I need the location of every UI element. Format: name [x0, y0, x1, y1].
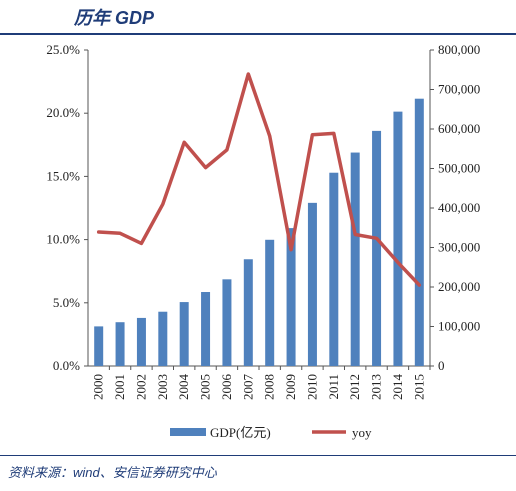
- right-tick-label: 300,000: [438, 240, 480, 255]
- right-tick-label: 0: [438, 358, 445, 373]
- gdp-bar: [372, 130, 382, 366]
- gdp-bar: [243, 259, 253, 366]
- gdp-bar: [286, 228, 296, 366]
- right-tick-label: 800,000: [438, 42, 480, 57]
- x-tick-label: 2006: [219, 374, 234, 401]
- source-note: 资料来源：wind、安信证券研究中心: [8, 465, 217, 480]
- yoy-point: [311, 134, 313, 136]
- gdp-bar: [265, 239, 275, 366]
- legend-gdp-label: GDP(亿元): [210, 425, 271, 440]
- yoy-point: [397, 261, 399, 263]
- legend-gdp-swatch: [170, 428, 206, 436]
- x-tick-label: 2012: [347, 374, 362, 400]
- left-tick-label: 15.0%: [46, 168, 80, 183]
- x-tick-label: 2014: [390, 374, 405, 401]
- x-tick-label: 2011: [326, 374, 341, 400]
- x-tick-label: 2001: [112, 374, 127, 400]
- gdp-bar: [158, 311, 168, 366]
- right-tick-label: 500,000: [438, 161, 480, 176]
- gdp-bar: [136, 317, 146, 366]
- yoy-point: [162, 203, 164, 205]
- gdp-bar: [393, 111, 403, 366]
- yoy-point: [205, 167, 207, 169]
- yoy-line: [96, 72, 422, 287]
- right-tick-label: 600,000: [438, 121, 480, 136]
- gdp-bar: [179, 302, 189, 366]
- yoy-point: [354, 234, 356, 236]
- left-tick-label: 10.0%: [46, 232, 80, 247]
- gdp-bar: [329, 172, 339, 366]
- footer-rule: [0, 455, 516, 456]
- yoy-point: [333, 132, 335, 134]
- gdp-bar: [350, 152, 360, 366]
- yoy-point: [183, 141, 185, 143]
- gdp-bar: [201, 292, 211, 366]
- x-tick-label: 2005: [198, 374, 213, 400]
- left-tick-label: 20.0%: [46, 105, 80, 120]
- x-tick-label: 2004: [176, 374, 191, 401]
- legend-yoy-label: yoy: [352, 425, 372, 440]
- right-tick-label: 100,000: [438, 319, 480, 334]
- yoy-point: [376, 237, 378, 239]
- right-tick-label: 200,000: [438, 279, 480, 294]
- gdp-bar: [414, 98, 424, 366]
- left-tick-label: 5.0%: [53, 295, 80, 310]
- gdp-bar: [222, 279, 232, 366]
- gdp-bar: [94, 326, 104, 366]
- yoy-point: [226, 149, 228, 151]
- x-tick-label: 2013: [369, 374, 384, 400]
- gdp-bar: [115, 322, 125, 366]
- yoy-point: [269, 135, 271, 137]
- yoy-point: [290, 249, 292, 251]
- title-rule: [0, 33, 516, 35]
- x-tick-label: 2008: [262, 374, 277, 400]
- yoy-point: [98, 231, 100, 233]
- x-tick-label: 2010: [304, 374, 319, 400]
- left-tick-label: 25.0%: [46, 42, 80, 57]
- right-tick-label: 700,000: [438, 82, 480, 97]
- x-tick-label: 2002: [133, 374, 148, 400]
- left-tick-label: 0.0%: [53, 358, 80, 373]
- gdp-chart: 0.0% 5.0% 10.0% 15.0% 20.0% 25.0% 0 100,000 200,…: [46, 42, 480, 440]
- x-tick-label: 2015: [411, 374, 426, 400]
- right-tick-label: 400,000: [438, 200, 480, 215]
- x-tick-label: 2007: [240, 374, 255, 401]
- x-tick-label: 2009: [283, 374, 298, 400]
- gdp-bar: [307, 202, 317, 366]
- yoy-point: [418, 284, 420, 286]
- yoy-point: [119, 232, 121, 234]
- x-tick-label: 2003: [155, 374, 170, 400]
- yoy-point: [247, 73, 249, 75]
- chart-title: 历年 GDP: [74, 8, 155, 28]
- yoy-point: [140, 242, 142, 244]
- x-tick-label: 2000: [91, 374, 106, 400]
